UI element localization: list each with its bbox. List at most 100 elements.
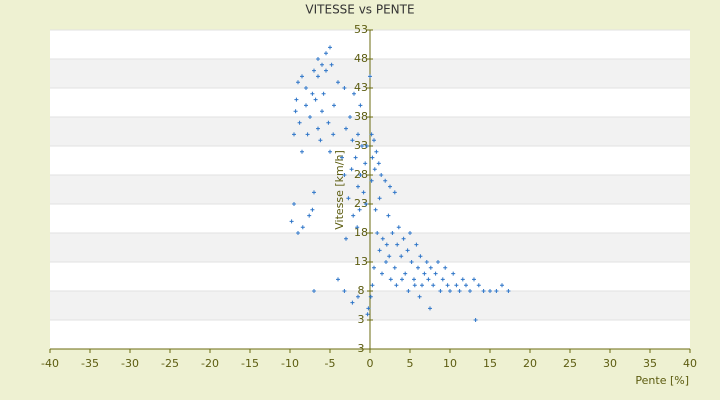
point — [375, 231, 380, 235]
point — [377, 196, 382, 201]
point — [292, 202, 296, 206]
point — [360, 144, 364, 148]
point — [457, 289, 462, 293]
x-tick-label: 35 — [643, 357, 657, 370]
point — [428, 265, 433, 270]
point — [349, 167, 354, 172]
point — [308, 115, 312, 119]
point — [358, 173, 363, 177]
y-tick-label: 48 — [354, 52, 368, 65]
point — [313, 97, 318, 102]
y-tick-label: 13 — [354, 255, 368, 268]
point — [344, 126, 348, 131]
x-tick-label: -30 — [121, 357, 139, 370]
point — [373, 207, 378, 212]
point — [460, 277, 465, 282]
point — [372, 265, 376, 270]
point — [374, 149, 379, 154]
point — [390, 231, 395, 235]
point — [377, 248, 382, 253]
point — [473, 318, 478, 322]
point — [363, 161, 368, 166]
point — [403, 271, 408, 276]
point — [369, 132, 374, 137]
point — [500, 283, 504, 288]
point — [454, 283, 459, 288]
x-tick-label: 0 — [367, 357, 374, 370]
point — [296, 231, 300, 235]
point — [316, 74, 320, 79]
x-tick-label: -15 — [241, 357, 259, 370]
point — [364, 144, 369, 148]
point — [368, 74, 372, 79]
point — [356, 132, 360, 137]
point — [448, 289, 452, 293]
point — [320, 62, 324, 67]
point — [304, 86, 308, 90]
x-tick-label: 30 — [603, 357, 617, 370]
point — [328, 149, 332, 154]
point — [312, 289, 316, 293]
point — [401, 236, 406, 241]
point — [370, 155, 375, 160]
point — [376, 161, 381, 166]
point — [405, 248, 410, 253]
point — [384, 260, 388, 264]
x-tick-label: 20 — [523, 357, 537, 370]
y-tick-label: 53 — [354, 23, 368, 36]
point — [399, 254, 404, 259]
x-tick-label: 10 — [443, 357, 457, 370]
point — [342, 173, 347, 177]
point — [350, 138, 355, 143]
point — [387, 254, 392, 259]
point — [506, 289, 511, 293]
point — [409, 260, 414, 264]
y-tick-label: 23 — [354, 197, 368, 210]
point — [324, 68, 328, 73]
x-tick-label: -40 — [41, 357, 59, 370]
point — [331, 132, 336, 137]
point — [412, 277, 416, 282]
point — [364, 202, 368, 206]
point — [289, 219, 294, 224]
point — [384, 242, 389, 247]
point — [433, 271, 438, 276]
point — [388, 184, 392, 189]
point — [294, 97, 299, 102]
x-axis-title: Pente [%] — [635, 374, 689, 387]
point — [307, 213, 312, 218]
point — [372, 167, 377, 172]
x-tick-label: -25 — [161, 357, 179, 370]
point — [428, 306, 432, 311]
point — [304, 103, 308, 108]
point — [297, 120, 302, 125]
point — [380, 271, 384, 276]
point — [329, 62, 334, 67]
point — [476, 283, 481, 288]
point — [328, 45, 332, 50]
point — [293, 109, 298, 114]
point — [355, 225, 360, 230]
point — [310, 91, 315, 96]
y-tick-label: 8 — [358, 284, 365, 297]
point — [356, 294, 360, 299]
x-tick-label: -20 — [201, 357, 219, 370]
point — [296, 80, 300, 85]
point — [348, 115, 352, 119]
point — [318, 138, 323, 143]
point — [431, 283, 436, 288]
point — [292, 132, 296, 137]
point — [300, 74, 304, 79]
point — [392, 265, 397, 270]
point — [351, 213, 356, 218]
point — [342, 86, 347, 90]
point — [361, 190, 366, 195]
point — [400, 277, 404, 282]
point — [365, 312, 370, 317]
point — [344, 236, 348, 241]
x-tick-label: -5 — [325, 357, 336, 370]
x-tick-label: -10 — [281, 357, 299, 370]
point — [436, 260, 440, 264]
